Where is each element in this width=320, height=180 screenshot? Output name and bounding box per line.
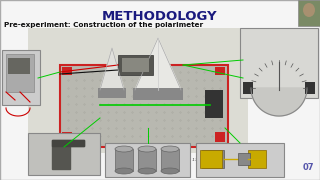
Bar — [138, 149, 156, 171]
Bar — [8, 58, 30, 74]
Bar — [133, 88, 183, 100]
Bar — [215, 67, 225, 75]
Bar — [200, 150, 222, 168]
Text: METHODOLOGY: METHODOLOGY — [102, 10, 218, 23]
Polygon shape — [52, 140, 84, 146]
Bar — [298, 0, 320, 26]
Ellipse shape — [115, 146, 133, 152]
Ellipse shape — [303, 3, 315, 17]
Bar — [205, 90, 223, 118]
Text: Pre-experiment: Construction of the polarimeter: Pre-experiment: Construction of the pola… — [4, 22, 203, 28]
Text: 07: 07 — [302, 163, 314, 172]
Polygon shape — [52, 140, 84, 169]
Bar — [248, 150, 266, 168]
Bar — [305, 82, 315, 94]
Bar — [105, 143, 190, 177]
Ellipse shape — [138, 146, 156, 152]
Bar — [196, 143, 284, 177]
Bar — [2, 50, 40, 105]
Polygon shape — [251, 88, 307, 116]
Ellipse shape — [115, 168, 133, 174]
Bar — [62, 132, 72, 142]
Ellipse shape — [161, 146, 179, 152]
Bar — [161, 149, 179, 171]
Polygon shape — [100, 48, 124, 90]
Bar — [215, 132, 225, 142]
Bar — [28, 133, 100, 175]
Bar — [28, 28, 248, 153]
Bar — [118, 55, 153, 75]
Bar — [238, 153, 250, 165]
Bar — [240, 28, 318, 98]
Bar — [122, 58, 149, 72]
Bar — [60, 65, 228, 147]
Bar — [115, 149, 133, 171]
Text: Figure 13. Assembly of the polarimeter: Figure 13. Assembly of the polarimeter — [177, 158, 263, 162]
Ellipse shape — [138, 168, 156, 174]
Bar — [62, 67, 72, 75]
Bar — [98, 88, 126, 98]
Polygon shape — [135, 38, 181, 90]
Bar — [202, 150, 224, 168]
Bar — [243, 82, 253, 94]
Bar — [6, 54, 34, 92]
Ellipse shape — [161, 168, 179, 174]
